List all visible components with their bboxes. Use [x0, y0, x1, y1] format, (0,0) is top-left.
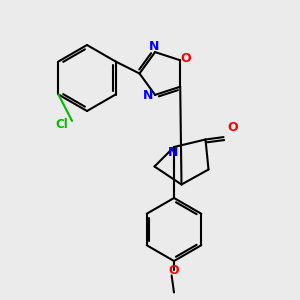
Text: O: O — [180, 52, 190, 65]
Text: Cl: Cl — [55, 118, 68, 131]
Text: O: O — [169, 263, 179, 277]
Text: O: O — [227, 121, 238, 134]
Text: N: N — [168, 146, 178, 159]
Text: N: N — [143, 89, 154, 102]
Text: N: N — [149, 40, 160, 53]
